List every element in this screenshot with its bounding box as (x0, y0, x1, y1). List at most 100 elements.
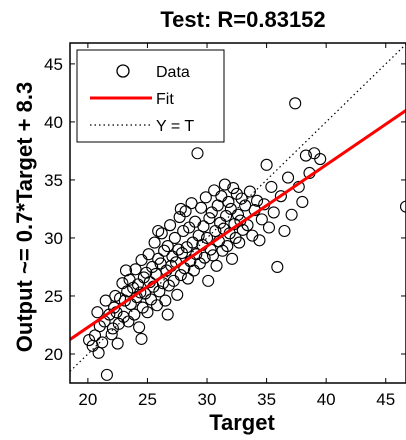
data-point (210, 259, 223, 272)
data-point (246, 229, 259, 242)
data-point (206, 249, 220, 262)
y-tick-label: 35 (44, 171, 63, 190)
data-point (262, 221, 276, 234)
data-point (265, 180, 278, 193)
data-point (161, 240, 174, 253)
x-tick-label: 35 (257, 390, 276, 409)
data-point (200, 231, 214, 244)
y-tick-label: 45 (44, 55, 63, 74)
data-point (214, 216, 227, 229)
data-point (88, 329, 102, 342)
data-point (199, 191, 212, 204)
legend: Data Fit Y = T (76, 49, 225, 143)
data-point (255, 213, 268, 226)
data-point (181, 272, 195, 285)
data-point (216, 244, 229, 257)
data-point (253, 234, 266, 247)
data-point (202, 274, 215, 287)
legend-data-label: Data (156, 64, 190, 81)
data-point (121, 285, 134, 298)
data-point (239, 199, 252, 212)
data-point (289, 97, 302, 110)
data-point (122, 315, 135, 328)
data-point (172, 243, 185, 256)
data-point (105, 328, 118, 341)
data-point (129, 263, 142, 276)
data-point (136, 301, 149, 314)
y-tick-label: 25 (44, 287, 63, 306)
data-point (218, 178, 231, 191)
data-point (281, 171, 295, 184)
fit-line (70, 109, 406, 341)
data-point (119, 264, 133, 277)
data-point (267, 206, 280, 219)
data-point (155, 227, 168, 240)
data-point (174, 202, 187, 215)
y-tick-label: 40 (44, 113, 63, 132)
data-point (399, 200, 406, 213)
data-point (235, 192, 248, 205)
data-point (96, 336, 109, 349)
data-point (296, 195, 309, 209)
data-point (198, 251, 211, 264)
data-point (111, 337, 124, 350)
legend-box (76, 49, 225, 143)
y-tick-label: 30 (44, 229, 63, 248)
data-point (186, 236, 199, 249)
data-point (230, 187, 243, 200)
x-tick-label: 25 (138, 390, 157, 409)
x-tick-label: 40 (317, 390, 336, 409)
data-point (187, 264, 200, 277)
data-point (168, 231, 181, 244)
data-point (225, 252, 239, 265)
data-point (233, 236, 246, 249)
data-point (128, 308, 141, 321)
data-point (92, 346, 105, 359)
data-point (236, 223, 249, 236)
data-point (260, 158, 273, 171)
data-point (152, 224, 165, 238)
x-tick-label: 20 (78, 390, 97, 409)
data-point (100, 368, 113, 381)
data-point (134, 286, 147, 299)
data-point (278, 224, 291, 238)
data-point (146, 260, 159, 274)
x-axis-label: Target (209, 410, 275, 435)
data-point (271, 260, 284, 274)
data-point (91, 306, 104, 319)
data-point (197, 220, 210, 233)
data-point (131, 278, 144, 291)
x-tick-label: 30 (198, 390, 217, 409)
data-point (133, 321, 146, 334)
reference-lines (70, 43, 406, 372)
x-tick-label: 45 (376, 390, 395, 409)
y-axis-label: Output ~= 0.7*Target + 8.3 (12, 82, 37, 352)
data-point (161, 308, 174, 321)
data-point (227, 182, 240, 195)
data-point (185, 197, 198, 210)
data-point (159, 294, 172, 307)
data-point (314, 152, 327, 166)
legend-data-marker (116, 64, 130, 78)
data-point (177, 224, 190, 238)
data-point (243, 185, 256, 198)
legend-identity-label: Y = T (156, 118, 194, 135)
data-point (231, 208, 245, 221)
data-point (141, 306, 154, 319)
plot-frame (69, 42, 406, 384)
data-point (203, 212, 216, 225)
data-point (162, 279, 175, 292)
data-point (164, 219, 177, 232)
data-point (118, 294, 131, 307)
data-point (171, 288, 184, 301)
data-point (285, 208, 298, 221)
data-point (205, 206, 218, 219)
data-point (142, 248, 155, 261)
legend-fit-label: Fit (156, 91, 174, 108)
data-point (174, 269, 187, 282)
identity-line (70, 43, 406, 372)
y-tick-label: 20 (44, 345, 63, 364)
data-point (251, 194, 264, 207)
